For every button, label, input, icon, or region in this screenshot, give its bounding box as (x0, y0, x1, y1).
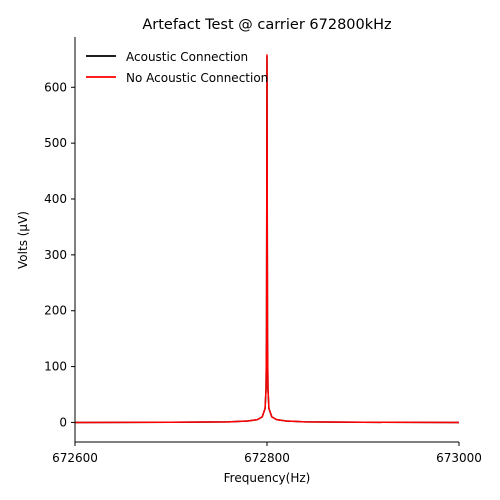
chart-title: Artefact Test @ carrier 672800kHz (142, 17, 391, 33)
legend: Acoustic Connection No Acoustic Connecti… (86, 50, 268, 85)
x-tick-label-1: 672800 (244, 451, 290, 465)
y-tick-label-2: 200 (44, 304, 67, 318)
legend-label-acoustic: Acoustic Connection (126, 50, 248, 64)
y-axis-label: Volts (μV) (16, 211, 30, 269)
y-ticks: 0 100 200 300 400 500 600 (44, 80, 75, 429)
y-tick-label-6: 600 (44, 80, 67, 94)
x-axis-label: Frequency(Hz) (224, 471, 311, 485)
legend-label-no-acoustic: No Acoustic Connection (126, 71, 268, 85)
y-tick-label-5: 500 (44, 136, 67, 150)
y-tick-label-1: 100 (44, 360, 67, 374)
y-tick-label-4: 400 (44, 192, 67, 206)
y-tick-label-3: 300 (44, 248, 67, 262)
x-tick-label-2: 673000 (436, 451, 482, 465)
series-layer (74, 54, 460, 424)
y-tick-label-0: 0 (59, 415, 67, 429)
series-line-1 (74, 54, 460, 424)
x-tick-label-0: 672600 (52, 451, 98, 465)
x-ticks: 672600 672800 673000 (52, 442, 482, 465)
